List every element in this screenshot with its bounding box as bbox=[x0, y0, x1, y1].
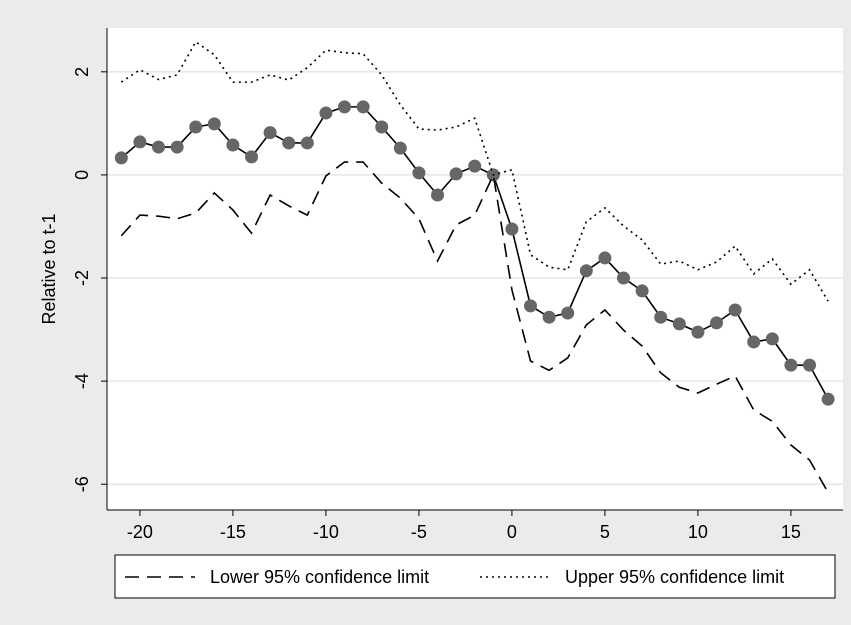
x-tick-label: -10 bbox=[313, 522, 339, 542]
x-tick-label: -5 bbox=[411, 522, 427, 542]
y-tick-label: 0 bbox=[72, 170, 92, 180]
legend-label: Lower 95% confidence limit bbox=[210, 567, 429, 587]
point bbox=[356, 100, 370, 114]
point bbox=[319, 106, 333, 120]
point bbox=[133, 135, 147, 149]
x-tick-label: 10 bbox=[688, 522, 708, 542]
legend-label: Upper 95% confidence limit bbox=[565, 567, 784, 587]
point bbox=[189, 120, 203, 134]
point bbox=[728, 303, 742, 317]
point bbox=[393, 141, 407, 155]
point bbox=[338, 100, 352, 114]
point bbox=[412, 166, 426, 180]
point bbox=[784, 358, 798, 372]
point bbox=[245, 150, 259, 164]
point bbox=[114, 151, 128, 165]
point bbox=[263, 126, 277, 140]
point bbox=[617, 271, 631, 285]
series-line bbox=[120, 40, 829, 302]
point bbox=[282, 136, 296, 150]
point bbox=[821, 392, 835, 406]
point bbox=[803, 358, 817, 372]
y-axis-label: Relative to t-1 bbox=[39, 213, 59, 324]
point bbox=[765, 332, 779, 346]
point bbox=[170, 140, 184, 154]
point bbox=[635, 284, 649, 298]
point bbox=[561, 306, 575, 320]
point bbox=[449, 167, 463, 181]
point bbox=[431, 188, 445, 202]
legend bbox=[114, 554, 836, 599]
y-tick-label: 2 bbox=[72, 67, 92, 77]
point bbox=[672, 317, 686, 331]
point bbox=[710, 316, 724, 330]
x-tick-label: -20 bbox=[127, 522, 153, 542]
point bbox=[524, 299, 538, 313]
plot-area bbox=[107, 28, 843, 510]
x-tick-label: 5 bbox=[600, 522, 610, 542]
point bbox=[691, 325, 705, 339]
point bbox=[747, 335, 761, 349]
point bbox=[207, 117, 221, 131]
point bbox=[375, 120, 389, 134]
y-tick-label: -2 bbox=[72, 270, 92, 286]
point bbox=[654, 310, 668, 324]
point bbox=[542, 310, 556, 324]
point bbox=[505, 222, 519, 236]
x-tick-label: 15 bbox=[781, 522, 801, 542]
point bbox=[152, 140, 166, 154]
y-tick-label: -4 bbox=[72, 373, 92, 389]
point bbox=[598, 251, 612, 265]
x-tick-label: 0 bbox=[507, 522, 517, 542]
y-tick-label: -6 bbox=[72, 476, 92, 492]
point bbox=[468, 159, 482, 173]
point bbox=[579, 264, 593, 278]
x-tick-label: -15 bbox=[220, 522, 246, 542]
point bbox=[226, 138, 240, 152]
point bbox=[300, 136, 314, 150]
